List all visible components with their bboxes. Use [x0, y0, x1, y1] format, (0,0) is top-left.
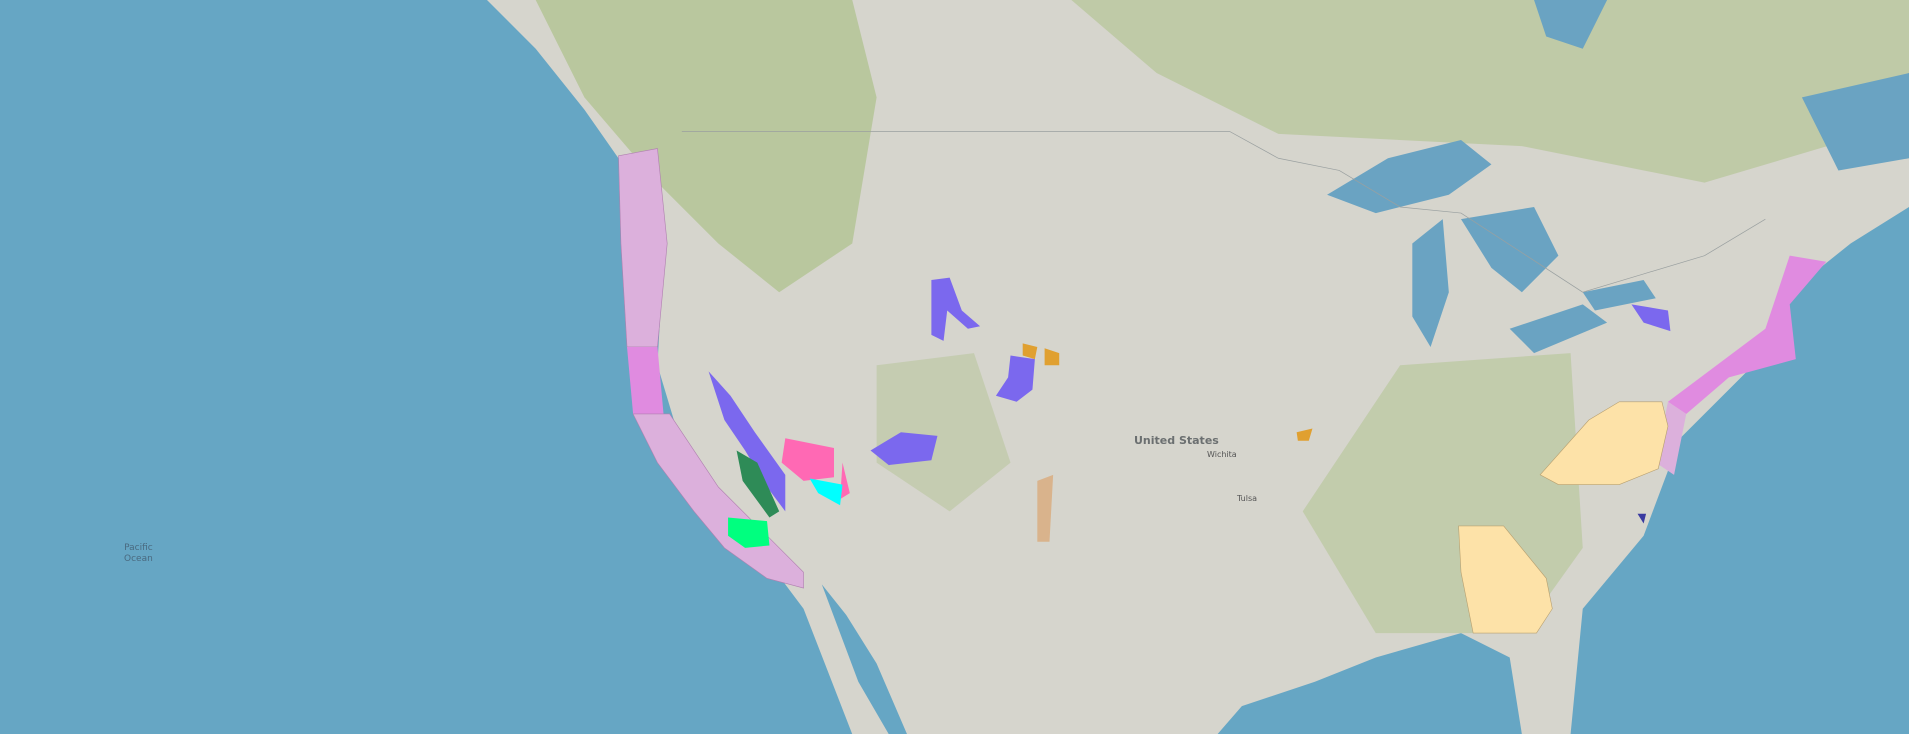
ocean-label: Pacific Ocean [124, 543, 153, 564]
highlighted-regions [708, 277, 1671, 634]
city-label: Tulsa [1237, 494, 1258, 503]
country-label: United States [1134, 434, 1219, 447]
lakes [1327, 0, 1909, 354]
borders [681, 131, 1766, 293]
city-label: Wichita [1207, 450, 1237, 459]
